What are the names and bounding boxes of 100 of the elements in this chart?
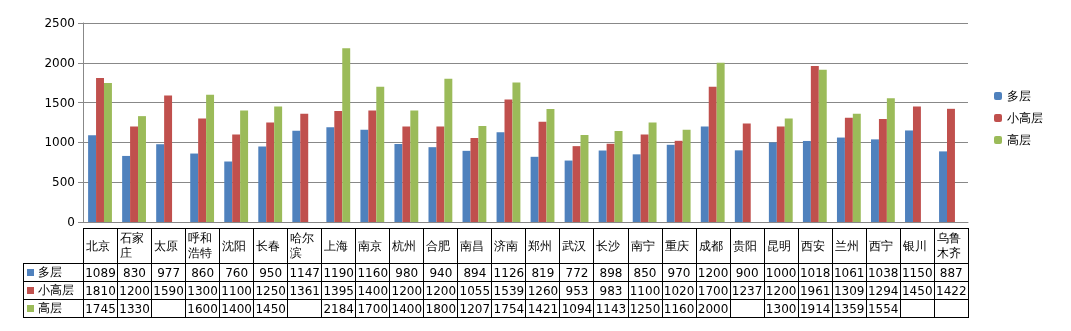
data-label: 1147 [287,263,322,282]
x-tick-label: 成都 [696,228,731,264]
data-label: 887 [934,263,969,282]
x-tick-label: 银川 [900,228,935,264]
data-label: 1061 [832,263,867,282]
data-label: 970 [662,263,697,282]
data-label: 977 [151,263,186,282]
legend-label: 小高层 [1007,111,1043,125]
data-label: 1200 [117,281,152,300]
x-tick-label: 贵阳 [730,228,765,264]
data-label: 1250 [253,281,288,300]
data-label: 1100 [628,281,663,300]
data-label: 1038 [866,263,901,282]
data-label: 953 [559,281,594,300]
data-label: 830 [117,263,152,282]
data-label: 860 [185,263,220,282]
x-tick-label: 西安 [798,228,833,264]
data-label: 1600 [185,299,220,318]
data-label: 1450 [253,299,288,318]
text: 小高层 [38,283,74,297]
data-label: 1260 [525,281,560,300]
data-label: 1200 [423,281,458,300]
data-label: 940 [423,263,458,282]
text: 高层 [1007,133,1031,147]
data-label: 1300 [764,299,799,318]
y-tick-label: 1500 [44,95,75,110]
data-label: 1330 [117,299,152,318]
x-tick-label: 石家庄 [117,228,152,264]
data-label: 1000 [764,263,799,282]
y-tick-label: 2000 [44,55,75,70]
data-label: 1400 [355,281,390,300]
data-label: 1450 [900,281,935,300]
data-label: 1190 [321,263,356,282]
x-tick-label: 南昌 [457,228,492,264]
data-label: 1422 [934,281,969,300]
data-label: 1160 [662,299,697,318]
data-label: 1359 [832,299,867,318]
x-tick-label: 郑州 [525,228,560,264]
data-label: 898 [593,263,628,282]
data-label: 1100 [219,281,254,300]
data-label: 1554 [866,299,901,318]
data-label: 1590 [151,281,186,300]
x-tick-label: 杭州 [389,228,424,264]
x-tick-label: 长沙 [593,228,628,264]
data-label: 1055 [457,281,492,300]
data-label: 1207 [457,299,492,318]
x-tick-label: 兰州 [832,228,867,264]
legend-label: 多层 [23,263,84,282]
legend-label: 高层 [23,299,84,318]
data-label: 1126 [491,263,526,282]
data-label: 819 [525,263,560,282]
data-label: 1400 [389,299,424,318]
data-label: 1237 [730,281,765,300]
x-tick-label: 上海 [321,228,356,264]
data-label: 1400 [219,299,254,318]
x-tick-label: 昆明 [764,228,799,264]
x-tick-label: 哈尔滨 [287,228,322,264]
data-label: 2184 [321,299,356,318]
data-label: 1700 [355,299,390,318]
y-tick-label: 1000 [44,135,75,150]
x-tick-label: 南京 [355,228,390,264]
x-tick-label: 沈阳 [219,228,254,264]
data-label: 900 [730,263,765,282]
x-tick-label: 呼和浩特 [185,228,220,264]
data-label: 1421 [525,299,560,318]
data-label: 1800 [423,299,458,318]
x-tick-label: 济南 [491,228,526,264]
data-label: 950 [253,263,288,282]
text: 多层 [1007,89,1031,103]
x-tick-label: 武汉 [559,228,594,264]
x-tick-label: 重庆 [662,228,697,264]
data-label: 1089 [83,263,118,282]
y-tick-label: 500 [52,175,75,190]
y-tick-label: 2500 [44,16,75,30]
data-label: 1914 [798,299,833,318]
data-label: 1250 [628,299,663,318]
data-label: 1754 [491,299,526,318]
data-label: 1810 [83,281,118,300]
data-label: 1961 [798,281,833,300]
y-tick-label: 0 [67,215,75,229]
data-label: 1018 [798,263,833,282]
data-label: 772 [559,263,594,282]
x-tick-label: 太原 [151,228,186,264]
data-label: 1294 [866,281,901,300]
data-label: 1200 [389,281,424,300]
x-tick-label: 合肥 [423,228,458,264]
x-tick-label: 长春 [253,228,288,264]
data-label: 1200 [696,263,731,282]
data-label: 1200 [764,281,799,300]
data-label: 894 [457,263,492,282]
data-label: 850 [628,263,663,282]
data-label: 983 [593,281,628,300]
data-label: 1160 [355,263,390,282]
data-label: 1395 [321,281,356,300]
x-tick-label: 北京 [83,228,118,264]
data-label: 2000 [696,299,731,318]
x-tick-label: 南宁 [628,228,663,264]
data-label: 1309 [832,281,867,300]
data-label: 1143 [593,299,628,318]
data-label: 1300 [185,281,220,300]
